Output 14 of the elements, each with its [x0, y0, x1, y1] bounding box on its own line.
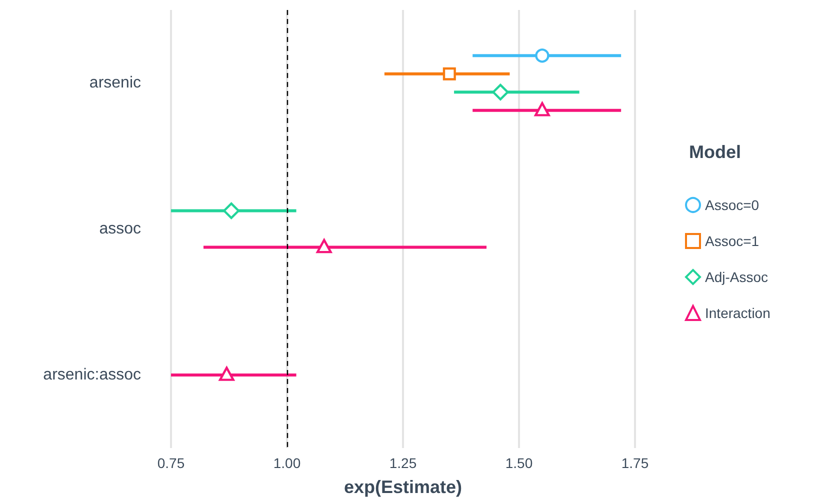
legend-label: Adj-Assoc [705, 269, 768, 285]
x-tick-label: 1.25 [389, 455, 417, 471]
legend-label: Assoc=1 [705, 233, 760, 249]
x-tick-label: 1.00 [273, 455, 301, 471]
legend-label: Assoc=0 [705, 197, 760, 213]
x-tick-label: 0.75 [157, 455, 185, 471]
y-tick-label: arsenic [89, 74, 141, 92]
y-tick-label: arsenic:assoc [43, 366, 141, 384]
x-tick-label: 1.75 [621, 455, 649, 471]
x-tick-label: 1.50 [505, 455, 533, 471]
x-axis-title: exp(Estimate) [344, 477, 462, 497]
legend-title: Model [689, 142, 741, 162]
y-tick-label: assoc [99, 220, 141, 238]
legend-label: Interaction [705, 305, 770, 321]
